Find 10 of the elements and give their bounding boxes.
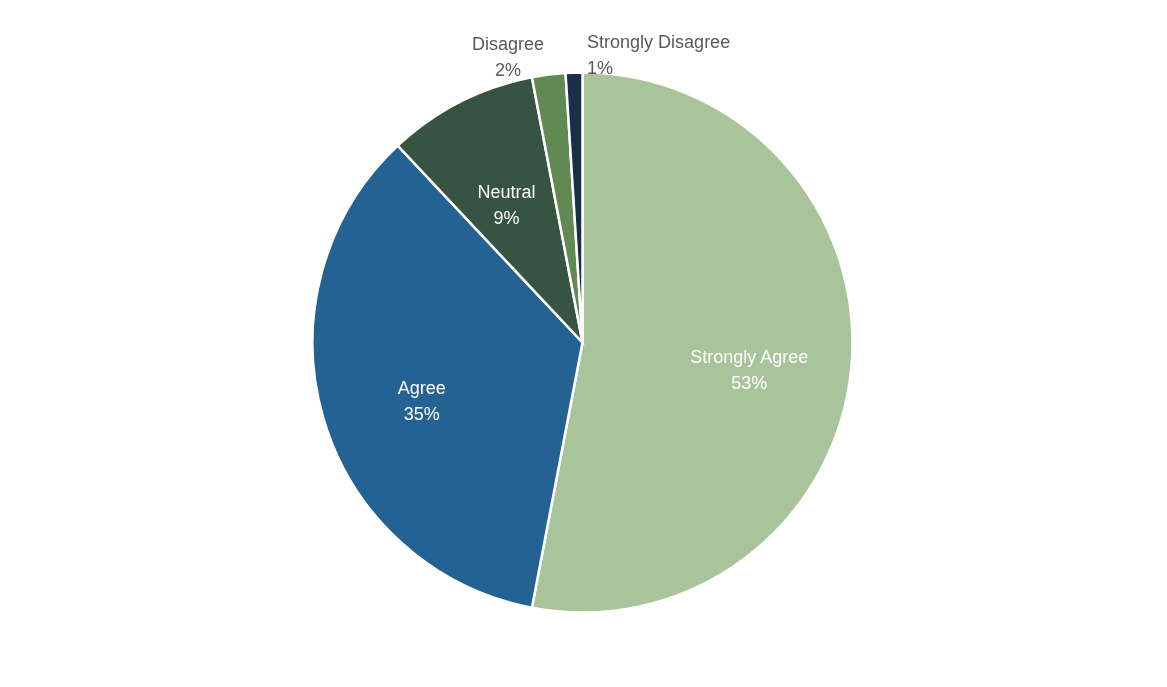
slice-label: Strongly Agree [690,347,809,368]
data-label: 2% [494,59,521,80]
data-label: 1% [587,57,614,78]
data-label: 35% [403,404,440,425]
slice-label: Strongly Disagree [587,31,731,52]
data-label: 9% [493,208,520,229]
slice-label: Agree [397,378,446,399]
data-label: 53% [731,373,768,394]
slice-label: Neutral [477,182,536,203]
slice-label: Disagree [471,33,544,54]
